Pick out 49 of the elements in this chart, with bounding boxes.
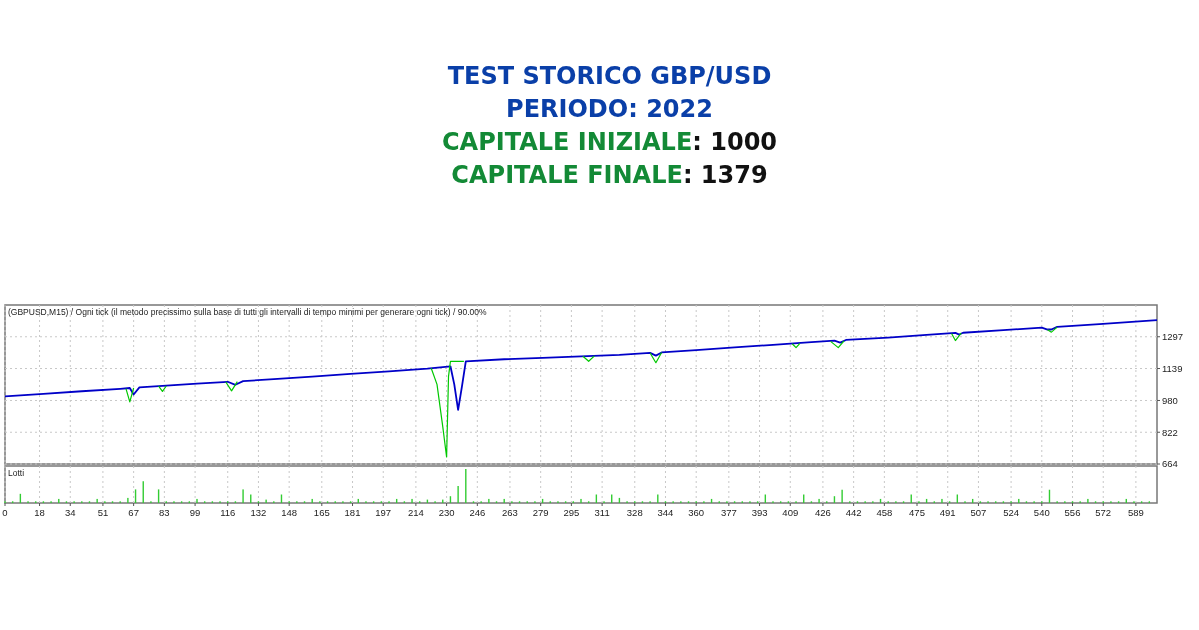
- x-tick-label: 34: [64, 507, 76, 518]
- x-tick-label: 67: [128, 507, 139, 518]
- x-tick-label: 589: [1127, 507, 1144, 518]
- x-tick-label: 181: [344, 507, 361, 518]
- x-tick-label: 214: [407, 507, 424, 518]
- x-tick-label: 0: [2, 507, 8, 518]
- x-tick-label: 360: [688, 507, 705, 518]
- y-axis-title: Lotti: [8, 468, 25, 478]
- y-tick-label: 1139: [1162, 362, 1183, 374]
- x-tick-label: 279: [532, 507, 549, 518]
- line-series: [430, 360, 465, 458]
- x-tick-label: 426: [814, 507, 831, 518]
- x-tick-label: 507: [970, 507, 987, 518]
- x-tick-label: 295: [563, 507, 580, 518]
- x-tick-label: 524: [1003, 507, 1020, 518]
- y-tick-label: 1297: [1162, 331, 1184, 343]
- text: CAPITALE INIZIALE: 1000: [441, 128, 778, 156]
- y-tick-label: 980: [1162, 394, 1178, 406]
- x-tick-label: 328: [626, 507, 643, 518]
- x-tick-label: 83: [159, 507, 170, 518]
- x-tick-label: 197: [375, 507, 392, 518]
- chart-title: TEST STORICO GBP/USD PERIODO: 2022: [447, 62, 772, 123]
- x-tick-label: 132: [250, 507, 267, 518]
- y-tick-label: 822: [1162, 426, 1178, 438]
- x-tick-label: 99: [189, 507, 201, 518]
- line-series: [4, 319, 1158, 411]
- x-tick-label: 246: [469, 507, 486, 518]
- x-tick-label: 491: [939, 507, 956, 518]
- x-tick-label: 572: [1095, 507, 1112, 518]
- x-tick-label: 393: [751, 507, 768, 518]
- x-tick-label: 230: [438, 507, 455, 518]
- x-tick-label: 458: [876, 507, 893, 518]
- x-tick-label: 475: [909, 507, 925, 518]
- x-tick-label: 409: [782, 507, 799, 518]
- x-tick-label: 263: [502, 507, 518, 518]
- x-tick-label: 556: [1064, 507, 1081, 518]
- y-tick-label: 664: [1162, 458, 1178, 470]
- x-tick-label: 377: [720, 507, 737, 518]
- x-tick-label: 165: [313, 507, 330, 518]
- x-tick-label: 148: [281, 507, 298, 518]
- x-tick-label: 540: [1033, 507, 1050, 518]
- x-tick-label: 51: [97, 507, 109, 518]
- x-tick-label: 344: [657, 507, 674, 518]
- chart-subtitle: (GBPUSD,M15) / Ogni tick (il metodo precissimo sulla base di tutti gli intervalli di tempo minimi per generare ogni tick) / 90.00%: [8, 307, 487, 317]
- x-tick-label: 442: [845, 507, 862, 518]
- x-tick-label: 311: [594, 507, 610, 518]
- x-tick-label: 18: [34, 507, 45, 518]
- text: CAPITALE FINALE: 1379: [451, 161, 768, 189]
- x-tick-label: 116: [220, 507, 236, 518]
